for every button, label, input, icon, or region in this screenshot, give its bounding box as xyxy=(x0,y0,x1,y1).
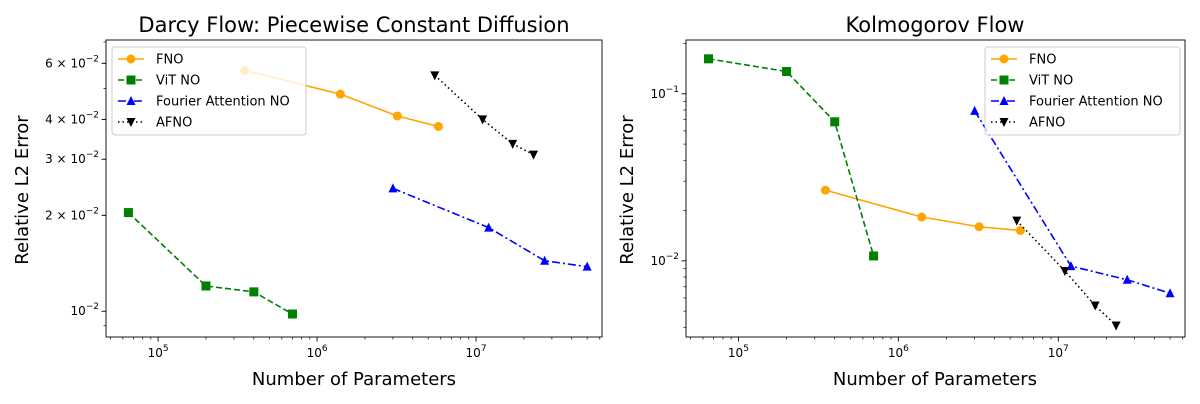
data-point xyxy=(917,212,927,222)
series-line xyxy=(708,58,875,257)
x-tick-label: 107 xyxy=(1048,344,1069,360)
y-tick-label: 3 × 10−2 xyxy=(45,150,99,166)
data-point xyxy=(529,150,539,160)
data-point xyxy=(1060,266,1070,276)
x-tick-label: 106 xyxy=(307,344,328,360)
x-tick-label: 105 xyxy=(148,344,169,360)
data-point xyxy=(508,139,518,149)
axes-frame xyxy=(105,39,603,338)
legend-label: FNO xyxy=(156,53,183,68)
legend-marker xyxy=(126,75,136,85)
chart-title: Kolmogorov Flow xyxy=(846,13,1025,37)
data-point xyxy=(704,54,714,64)
x-axis-label: Number of Parameters xyxy=(252,369,456,390)
series-line xyxy=(434,74,534,156)
data-point xyxy=(820,185,830,195)
legend-marker xyxy=(999,96,1009,105)
y-tick-label: 10−1 xyxy=(650,85,679,101)
data-point xyxy=(1090,301,1100,311)
data-point xyxy=(123,208,133,218)
data-point xyxy=(201,281,211,291)
legend-marker xyxy=(126,96,136,105)
data-point xyxy=(869,251,879,261)
legend: FNO ViT NO Fourier Attention NO AFNO xyxy=(111,46,307,136)
y-axis-label: Relative L2 Error xyxy=(12,115,33,265)
series-line xyxy=(973,110,1171,294)
legend-marker xyxy=(999,118,1009,127)
y-tick-label: 10−2 xyxy=(70,302,99,318)
data-point xyxy=(830,117,840,127)
x-tick-label: 106 xyxy=(888,344,909,360)
data-point xyxy=(392,111,402,121)
data-point xyxy=(249,287,259,297)
data-point xyxy=(970,105,980,115)
legend-label: Fourier Attention NO xyxy=(1029,95,1163,110)
y-axis-label: Relative L2 Error xyxy=(617,115,638,265)
plot-area xyxy=(704,54,1175,331)
legend-box xyxy=(984,46,1181,136)
data-point xyxy=(540,255,550,265)
data-point xyxy=(430,71,440,81)
x-tick-label: 107 xyxy=(466,344,487,360)
data-point xyxy=(1015,225,1025,235)
data-point xyxy=(782,67,792,77)
data-point xyxy=(335,89,345,99)
data-point xyxy=(433,121,443,131)
data-point xyxy=(287,309,297,319)
data-point xyxy=(388,183,398,193)
legend-marker xyxy=(999,75,1009,85)
data-point xyxy=(1122,274,1132,284)
legend-marker xyxy=(999,54,1009,64)
series-line xyxy=(392,187,588,268)
data-point xyxy=(478,115,488,125)
data-point xyxy=(1012,216,1022,226)
x-axis-label: Number of Parameters xyxy=(833,369,1037,390)
series-line xyxy=(825,189,1021,232)
chart-title: Darcy Flow: Piecewise Constant Diffusion xyxy=(138,13,569,37)
data-point xyxy=(974,222,984,232)
kolmogorov-flow-chart: Kolmogorov Flow Number of Parameters Rel… xyxy=(617,13,1186,390)
legend-label: Fourier Attention NO xyxy=(156,95,290,110)
axes-frame xyxy=(685,39,1186,338)
legend-label: AFNO xyxy=(1029,116,1065,131)
y-tick-label: 10−2 xyxy=(650,252,679,268)
legend-box xyxy=(111,46,307,136)
y-tick-label: 2 × 10−2 xyxy=(45,206,99,222)
legend-label: ViT NO xyxy=(1029,74,1073,89)
data-point xyxy=(484,222,494,232)
y-tick-label: 6 × 10−2 xyxy=(45,54,99,70)
x-tick-label: 105 xyxy=(728,344,749,360)
legend-label: FNO xyxy=(1029,53,1056,68)
legend-marker xyxy=(126,118,136,127)
legend: FNO ViT NO Fourier Attention NO AFNO xyxy=(984,46,1181,136)
legend-label: ViT NO xyxy=(156,74,200,89)
data-point xyxy=(1165,288,1175,298)
axis-ticks: 105 106 107 10−2 10−1 xyxy=(650,43,1184,360)
darcy-flow-chart: Darcy Flow: Piecewise Constant Diffusion… xyxy=(12,13,603,390)
legend-marker xyxy=(126,54,136,64)
data-point xyxy=(582,261,592,271)
series-line xyxy=(127,211,293,315)
y-tick-label: 4 × 10−2 xyxy=(45,110,99,126)
data-point xyxy=(1111,321,1121,331)
legend-label: AFNO xyxy=(156,116,192,131)
axis-ticks: 105 106 107 10−2 2 × 10−2 3 × 10−2 4 × 10−2 6 ×… xyxy=(45,41,601,360)
